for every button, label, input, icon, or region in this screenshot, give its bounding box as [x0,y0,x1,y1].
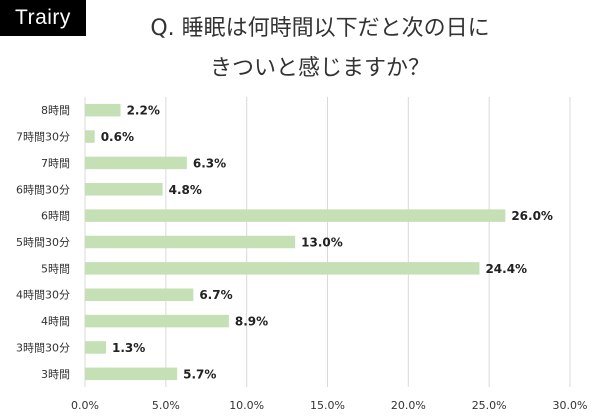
chart-title-line2: きついと感じますか？ [209,56,430,81]
bar [85,262,480,275]
category-label: 5時間30分 [16,236,70,249]
bar [85,341,107,354]
data-label: 13.0% [301,236,343,250]
brand-logo-text: Trairy [15,6,71,29]
x-tick-label: 5.0% [152,399,180,412]
data-label: 8.9% [235,315,268,329]
data-label: 4.8% [169,183,202,197]
x-tick-label: 20.0% [391,399,426,412]
category-label: 3時間 [41,368,70,381]
data-label: 1.3% [112,341,145,355]
bar [85,103,121,117]
data-label: 26.0% [511,209,553,223]
bar [85,130,95,143]
category-label: 4時間30分 [16,289,70,302]
bar [85,314,229,328]
data-label: 5.7% [183,367,216,381]
category-label: 7時間 [41,157,70,170]
data-label: 24.4% [485,262,527,276]
bar [85,156,187,170]
category-label: 4時間 [41,315,70,328]
category-label: 6時間 [41,210,70,223]
bar [85,209,506,222]
chart-title-line1: Q. 睡眠は何時間以下だと次の日に [150,16,490,41]
data-label: 6.3% [193,156,226,170]
x-tick-label: 0.0% [71,399,99,412]
x-tick-label: 25.0% [472,399,507,412]
bar [85,288,194,301]
data-label: 2.2% [127,104,160,118]
data-label: 0.6% [101,130,134,144]
bar [85,183,163,196]
category-label: 6時間30分 [16,183,70,196]
category-label: 8時間 [41,104,70,117]
bar [85,235,296,249]
category-label: 5時間 [41,262,70,275]
x-tick-label: 15.0% [310,399,345,412]
brand-logo: Trairy [0,0,86,36]
data-label: 6.7% [199,288,232,302]
category-label: 7時間30分 [16,131,70,144]
bar [85,367,178,381]
x-tick-label: 30.0% [553,399,588,412]
category-label: 3時間30分 [16,341,70,354]
x-tick-label: 10.0% [229,399,264,412]
